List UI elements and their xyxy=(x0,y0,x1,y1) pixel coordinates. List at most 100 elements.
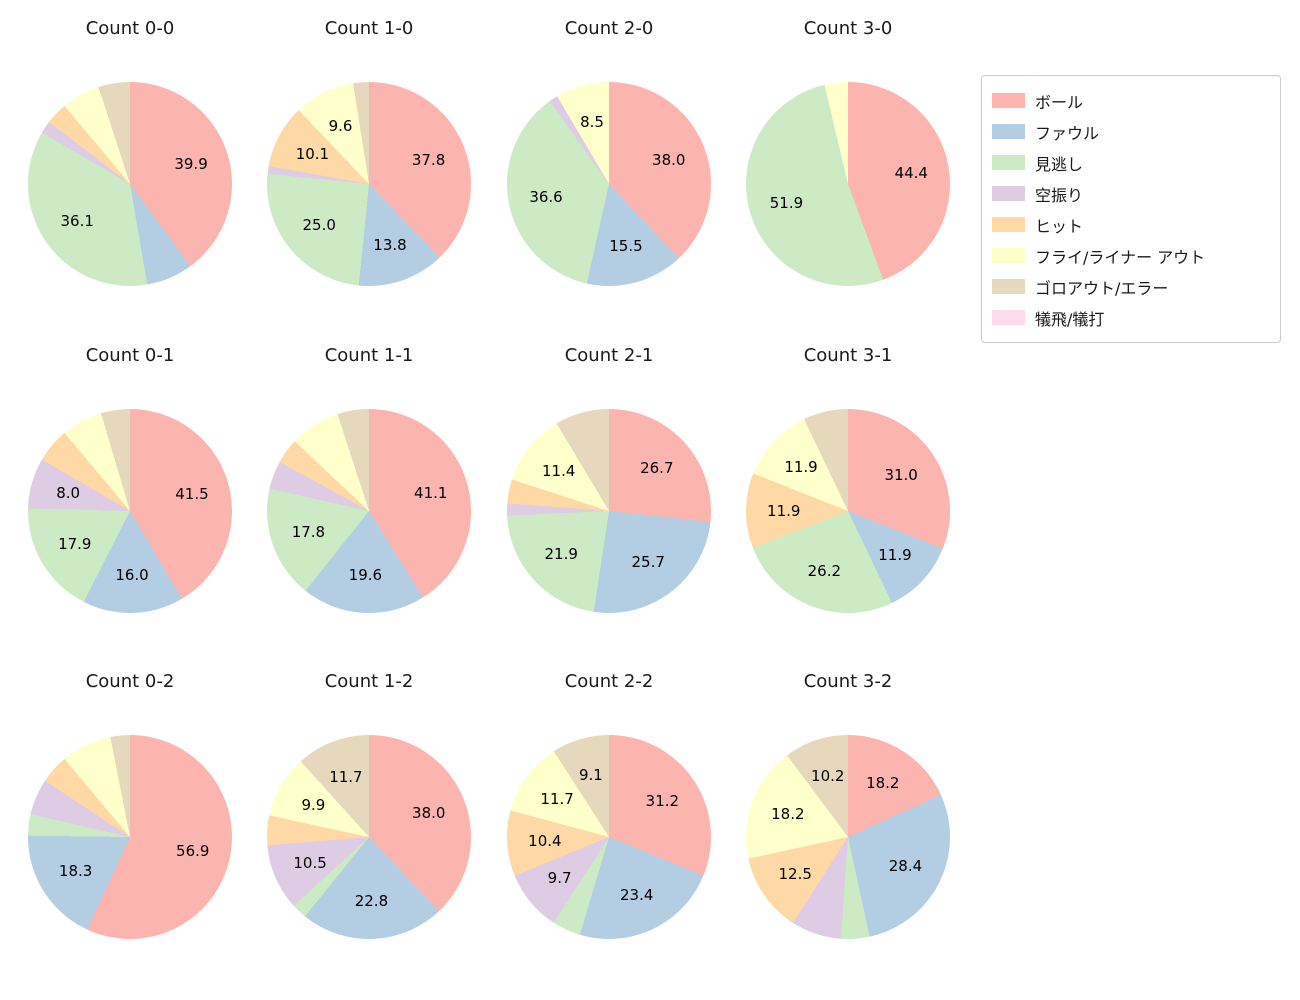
legend-item: ファウル xyxy=(992,116,1270,147)
chart-title: Count 3-0 xyxy=(803,18,893,39)
legend-label: ボール xyxy=(1035,92,1084,112)
slice-label: 11.9 xyxy=(878,545,912,564)
slice-label: 10.1 xyxy=(295,144,330,163)
slice-label: 22.8 xyxy=(354,892,389,911)
pie: 38.0 15.5 36.6 8.5 xyxy=(507,82,711,286)
pie-chart-count-3-2: Count 3-2 18.2 28.4 12.5 18.2 10.2 xyxy=(728,671,968,971)
pie: 37.8 13.8 25.0 10.1 9.6 xyxy=(267,82,471,286)
legend-label: 犠飛/犠打 xyxy=(1035,309,1105,329)
slice-label: 38.0 xyxy=(652,151,686,170)
slice-label: 44.4 xyxy=(894,163,928,182)
slice-label: 9.9 xyxy=(301,795,326,814)
slice-label: 25.0 xyxy=(302,215,336,234)
slice-label: 11.7 xyxy=(329,768,363,787)
slice-label: 41.5 xyxy=(175,485,209,504)
pie: 41.1 19.6 17.8 xyxy=(267,409,471,613)
slice-label: 9.6 xyxy=(328,117,353,136)
slice-label: 51.9 xyxy=(769,193,804,212)
chart-title: Count 1-0 xyxy=(324,18,414,39)
legend: ボールファウル見逃し空振りヒットフライ/ライナー アウト ゴロアウト/エラー 犠飛/… xyxy=(981,75,1281,343)
legend-item: 空振り xyxy=(992,178,1270,209)
pie: 18.2 28.4 12.5 18.2 10.2 xyxy=(746,735,950,939)
legend-label: 見逃し xyxy=(1035,154,1084,174)
slice-label: 8.5 xyxy=(580,113,604,132)
chart-title: Count 1-1 xyxy=(324,345,414,366)
chart-title: Count 2-1 xyxy=(564,345,654,366)
pie: 44.4 51.9 xyxy=(746,82,950,286)
legend-item: 犠飛/犠打 xyxy=(992,302,1270,333)
slice-label: 26.7 xyxy=(640,459,674,478)
chart-title: Count 0-0 xyxy=(85,18,175,39)
slice-label: 41.1 xyxy=(414,484,448,503)
slice-label: 8.0 xyxy=(56,484,81,503)
slice-label: 13.8 xyxy=(373,235,407,254)
slice-label: 36.1 xyxy=(60,211,94,230)
pie-chart-count-3-0: Count 3-0 44.4 51.9 xyxy=(728,18,968,318)
legend-swatch xyxy=(992,310,1025,325)
legend-swatch xyxy=(992,279,1025,294)
slice-label: 19.6 xyxy=(348,566,383,585)
slice-label: 11.4 xyxy=(542,461,576,480)
slice-label: 18.3 xyxy=(58,862,93,881)
slice-label: 11.9 xyxy=(767,501,801,520)
chart-title: Count 1-2 xyxy=(324,671,414,692)
slice-label: 37.8 xyxy=(411,150,446,169)
legend-item: ボール xyxy=(992,85,1270,116)
legend-swatch xyxy=(992,124,1025,139)
pie-chart-count-2-2: Count 2-2 31.2 23.4 9.7 10.4 11.7 9.1 xyxy=(489,671,729,971)
pie: 31.0 11.9 26.2 11.9 11.9 xyxy=(746,409,950,613)
legend-label: ファウル xyxy=(1035,123,1100,143)
slice-label: 17.8 xyxy=(291,523,326,542)
pie-chart-count-0-2: Count 0-2 56.9 18.3 xyxy=(10,671,250,971)
pie-chart-count-2-0: Count 2-0 38.0 15.5 36.6 8.5 xyxy=(489,18,729,318)
pie-chart-count-1-1: Count 1-1 41.1 19.6 17.8 xyxy=(249,345,489,645)
legend-label: ゴロアウト/エラー xyxy=(1035,278,1169,298)
slice-label: 25.7 xyxy=(631,552,665,571)
slice-label: 10.4 xyxy=(528,832,562,851)
pie-chart-count-3-1: Count 3-1 31.0 11.9 26.2 11.9 11.9 xyxy=(728,345,968,645)
legend-label: ヒット xyxy=(1035,216,1084,236)
legend-swatch xyxy=(992,217,1025,232)
slice-label: 36.6 xyxy=(529,187,563,206)
slice-label: 16.0 xyxy=(115,566,149,585)
pie-chart-count-0-0: Count 0-0 39.9 36.1 xyxy=(10,18,250,318)
legend-label: 空振り xyxy=(1035,185,1084,205)
legend-item: ゴロアウト/エラー xyxy=(992,271,1270,302)
slice-label: 11.7 xyxy=(540,790,574,809)
slice-label: 31.2 xyxy=(645,792,680,811)
slice-label: 9.1 xyxy=(578,766,603,785)
chart-title: Count 3-2 xyxy=(803,671,893,692)
chart-title: Count 3-1 xyxy=(803,345,893,366)
pie: 41.5 16.0 17.9 8.0 xyxy=(28,409,232,613)
pie: 31.2 23.4 9.7 10.4 11.7 9.1 xyxy=(507,735,711,939)
pie-chart-count-1-0: Count 1-0 37.8 13.8 25.0 10.1 9.6 xyxy=(249,18,489,318)
pie: 56.9 18.3 xyxy=(28,735,232,939)
pie: 26.7 25.7 21.9 11.4 xyxy=(507,409,711,613)
legend-item: 見逃し xyxy=(992,147,1270,178)
legend-swatch xyxy=(992,155,1025,170)
legend-item: フライ/ライナー アウト xyxy=(992,240,1270,271)
pie: 39.9 36.1 xyxy=(28,82,232,286)
slice-label: 17.9 xyxy=(58,534,92,553)
slice-label: 12.5 xyxy=(778,864,812,883)
slice-label: 18.2 xyxy=(866,773,900,792)
slice-label: 9.7 xyxy=(547,869,572,888)
chart-title: Count 2-2 xyxy=(564,671,654,692)
slice-label: 21.9 xyxy=(544,544,578,563)
pie-chart-count-2-1: Count 2-1 26.7 25.7 21.9 11.4 xyxy=(489,345,729,645)
slice-label: 28.4 xyxy=(888,856,923,875)
slice-label: 11.9 xyxy=(784,458,818,477)
slice-label: 10.5 xyxy=(293,853,327,872)
chart-title: Count 0-1 xyxy=(85,345,175,366)
legend-label: フライ/ライナー アウト xyxy=(1035,247,1206,267)
chart-title: Count 2-0 xyxy=(564,18,654,39)
pie-chart-count-1-2: Count 1-2 38.0 22.8 10.5 9.9 11.7 xyxy=(249,671,489,971)
slice-label: 31.0 xyxy=(884,465,918,484)
legend-swatch xyxy=(992,93,1025,108)
chart-title: Count 0-2 xyxy=(85,671,175,692)
slice-label: 26.2 xyxy=(807,561,842,580)
slice-label: 15.5 xyxy=(609,236,643,255)
slice-label: 23.4 xyxy=(620,885,654,904)
slice-label: 56.9 xyxy=(176,841,210,860)
